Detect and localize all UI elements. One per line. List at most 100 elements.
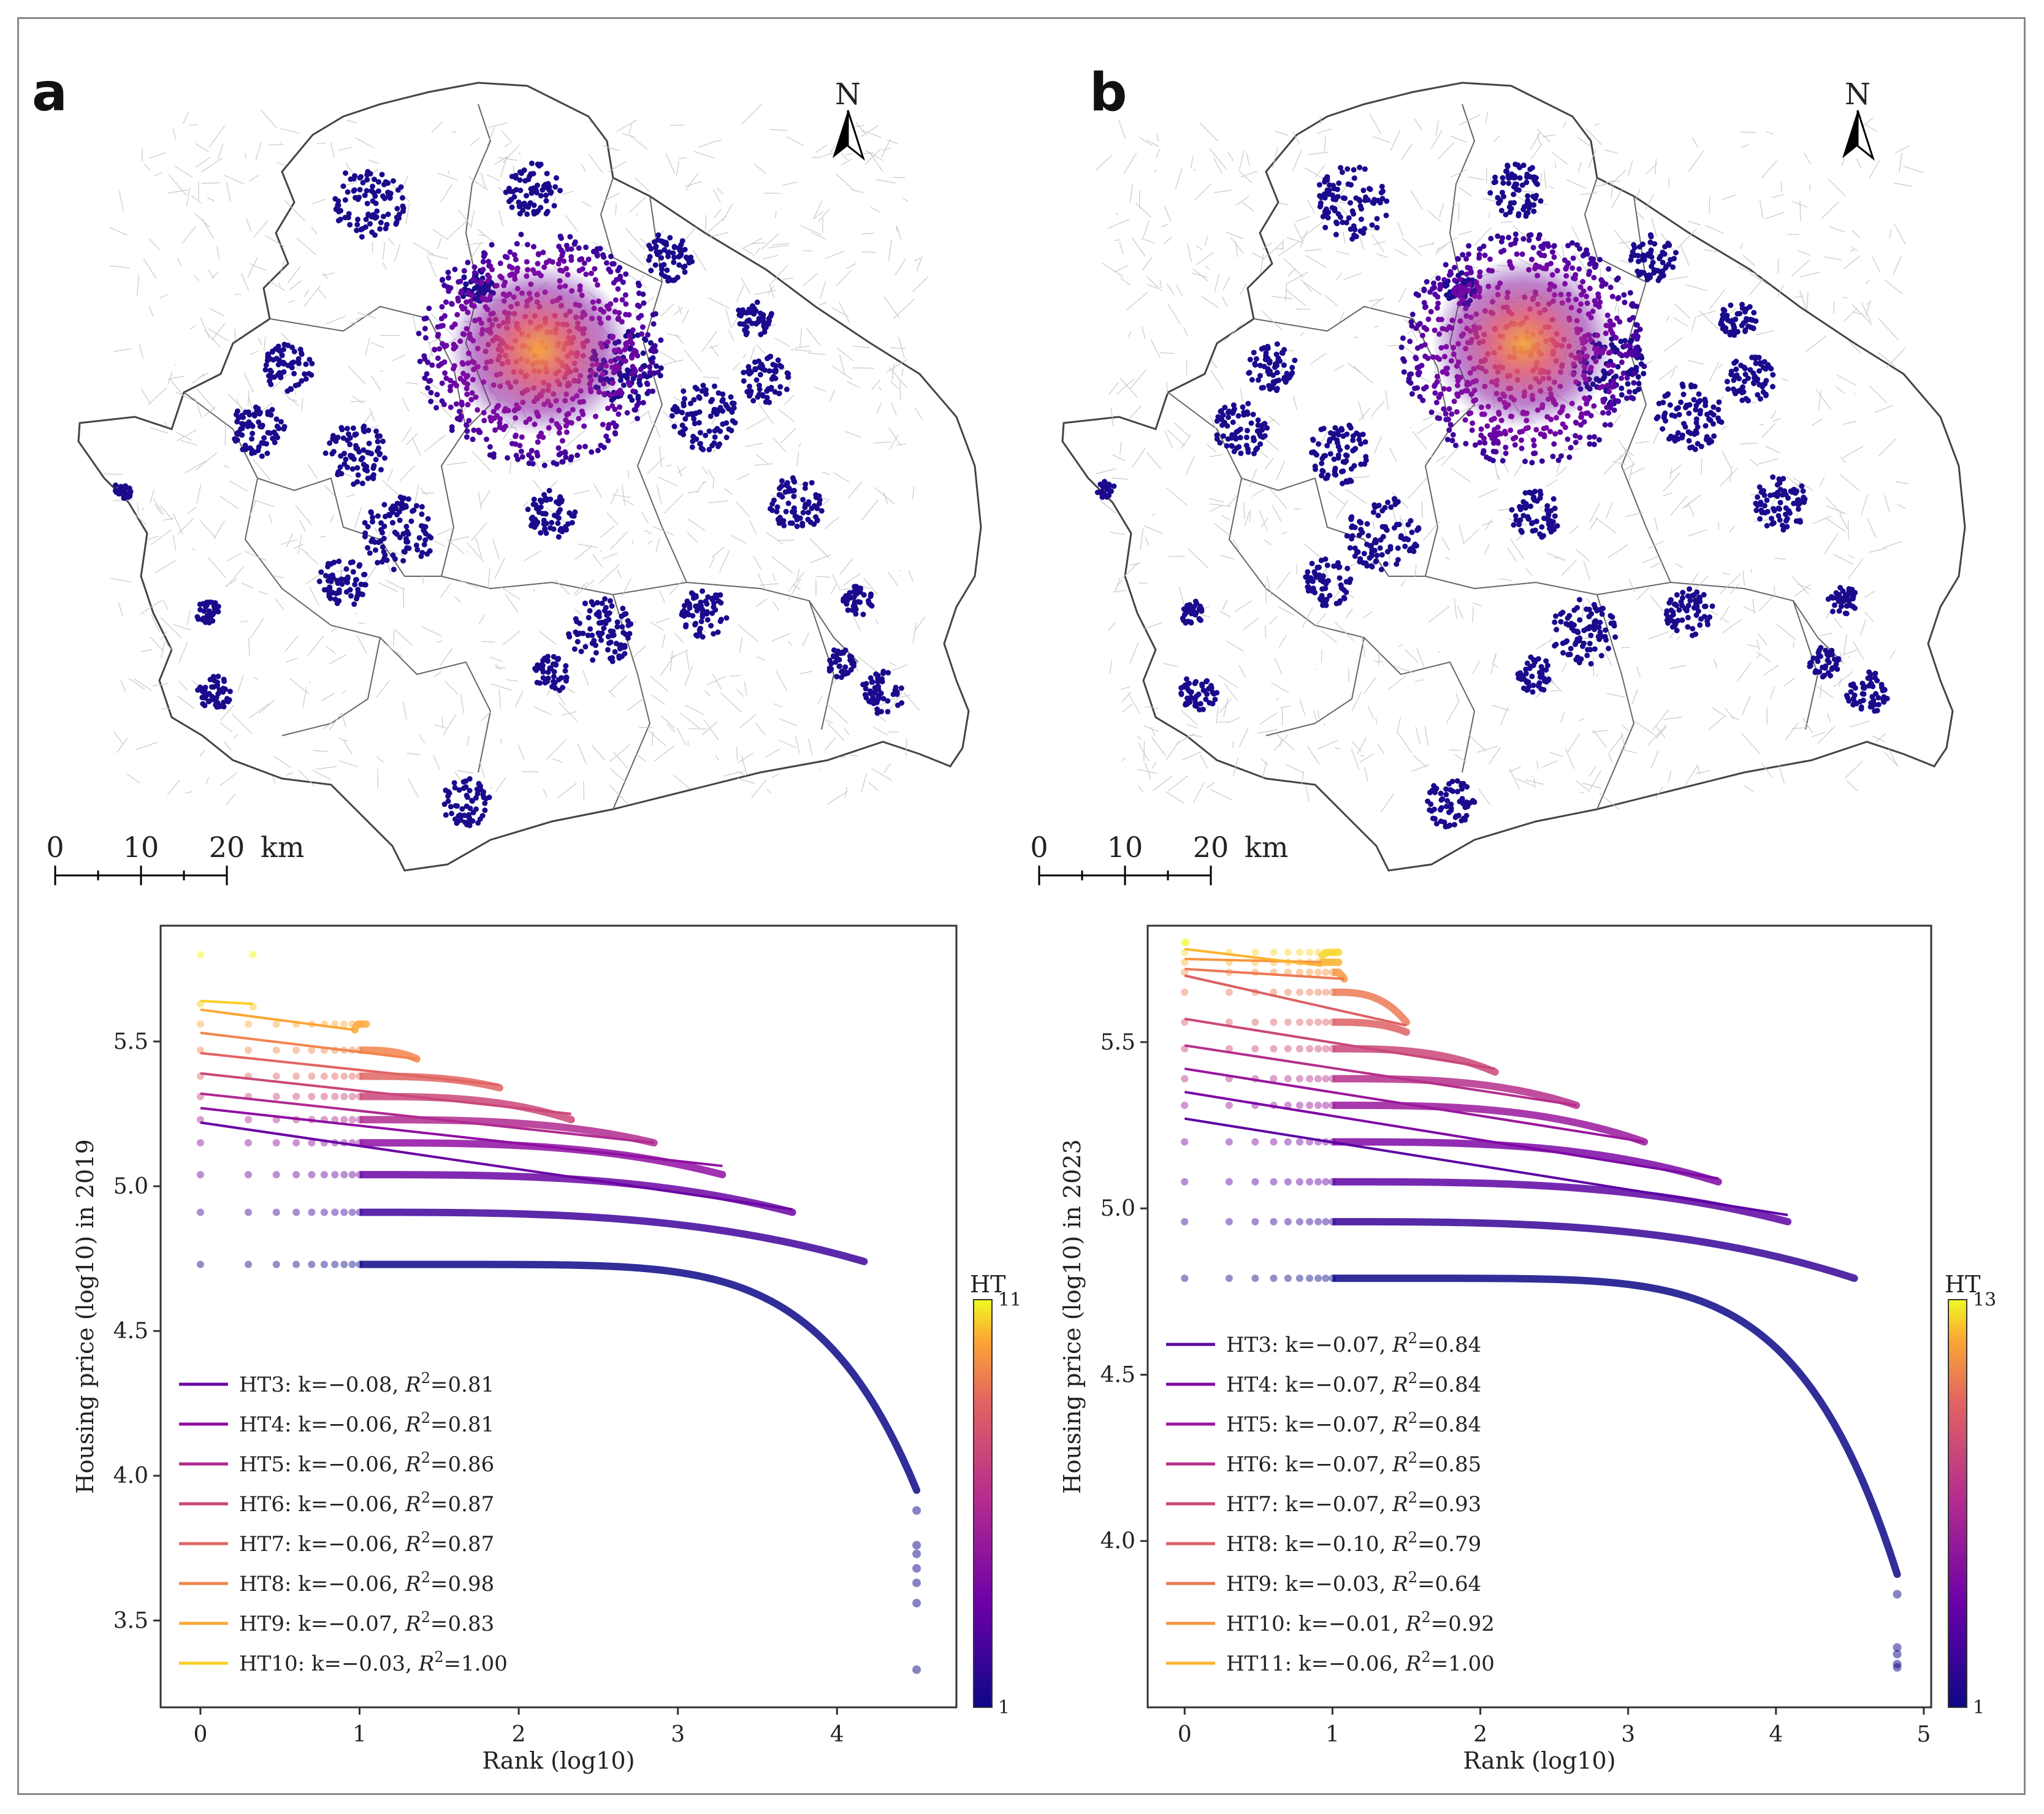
rank-point	[1284, 1138, 1292, 1146]
legend-entry: HT3: k=−0.07, R2=0.84	[1226, 1330, 1481, 1357]
tail-point	[912, 1665, 921, 1674]
rank-point	[331, 1092, 339, 1100]
rank-point	[272, 1260, 280, 1268]
rank-point	[1251, 1045, 1259, 1053]
rank-point	[1314, 1018, 1322, 1026]
rank-point	[292, 1092, 300, 1100]
rank-point	[1181, 1178, 1189, 1186]
rank-point	[1181, 988, 1189, 996]
north-arrow: N	[833, 77, 865, 161]
rank-point	[331, 1171, 339, 1179]
rank-point	[1284, 1218, 1292, 1225]
rank-point	[308, 1260, 316, 1268]
y-axis-label: Housing price (log10) in 2023	[1059, 1139, 1086, 1493]
plot-area	[159, 924, 958, 1709]
tail-point	[912, 1599, 921, 1607]
rank-point	[331, 1072, 339, 1080]
north-label: N	[835, 77, 861, 112]
x-tick-label: 1	[353, 1722, 367, 1747]
y-tick-label: 3.5	[113, 1608, 148, 1633]
rank-series-ht10	[1332, 968, 1348, 983]
rank-point	[1306, 1101, 1314, 1109]
axes: 0 1 2 3 4 5 4.0 4.5 5.0 5.5 Rank (log10) Housing pr…	[1059, 1030, 1931, 1774]
rank-point	[320, 1260, 328, 1268]
rank-point	[1314, 1045, 1322, 1053]
tail-point	[1893, 1643, 1902, 1652]
x-tick-label: 0	[1178, 1722, 1192, 1747]
tail-point	[1893, 1663, 1902, 1672]
scale-bar: 0 10 20 km	[1030, 831, 1289, 885]
rank-point	[1306, 948, 1314, 956]
tail-point	[912, 1506, 921, 1515]
fit-line-ht8	[200, 1031, 418, 1061]
rank-series-ht7	[1332, 1045, 1499, 1076]
rank-size-chart-2023: 0 1 2 3 4 5 4.0 4.5 5.0 5.5 Rank (log10) Housing pr…	[1059, 924, 1996, 1774]
rank-point	[308, 1139, 316, 1147]
rank-point	[245, 1208, 253, 1216]
plot-area	[1146, 924, 1932, 1709]
rank-series-ht2	[359, 1208, 868, 1265]
legend-entry: HT4: k=−0.07, R2=0.84	[1226, 1370, 1481, 1397]
rank-point	[1251, 1218, 1259, 1225]
rank-series-ht3	[1332, 1178, 1792, 1225]
rank-point	[1251, 1178, 1259, 1186]
y-axis-label: Housing price (log10) in 2019	[72, 1139, 99, 1493]
legend-entry: HT9: k=−0.03, R2=0.64	[1226, 1569, 1481, 1596]
rank-point	[292, 1260, 300, 1268]
rank-point	[1251, 1275, 1259, 1282]
rank-point	[1314, 988, 1322, 996]
rank-point	[320, 1208, 328, 1216]
rank-point	[245, 1046, 253, 1054]
colorbar-min: 1	[1973, 1697, 1985, 1718]
legend-entry: HT5: k=−0.07, R2=0.84	[1226, 1409, 1481, 1437]
rank-point	[1284, 1178, 1292, 1186]
rank-point	[1314, 1178, 1322, 1186]
colorbar-label: HT	[970, 1271, 1005, 1298]
x-axis-label: Rank (log10)	[482, 1747, 635, 1774]
fit-line-ht9	[200, 1008, 355, 1031]
rank-series-ht5	[359, 1116, 658, 1147]
fit-lines	[1184, 947, 1788, 1216]
rank-point	[1225, 988, 1233, 996]
rank-point	[1306, 1275, 1314, 1282]
fit-line-ht9	[1184, 967, 1344, 980]
rank-point	[1284, 1275, 1292, 1282]
rank-point	[1295, 1075, 1303, 1083]
rank-point	[1270, 948, 1278, 956]
rank-point	[272, 1072, 280, 1080]
rank-point	[331, 1260, 339, 1268]
fit-line-ht6	[1184, 1044, 1577, 1107]
scale-tick-label: 0	[1030, 831, 1048, 864]
rank-point	[340, 1072, 348, 1080]
rank-point	[245, 1171, 253, 1179]
legend-entry: HT6: k=−0.07, R2=0.85	[1226, 1449, 1481, 1477]
rank-size-chart-2019: 0 1 2 3 4 3.5 4.0 4.5 5.0 5.5 Rank (log10) Housing …	[72, 924, 1021, 1774]
x-tick-label: 5	[1916, 1722, 1931, 1747]
rank-point	[196, 1171, 204, 1179]
y-tick-label: 4.0	[1100, 1529, 1135, 1554]
rank-point	[1306, 1218, 1314, 1225]
rank-series-ht5	[1332, 1101, 1649, 1146]
colorbar-gradient	[1948, 1299, 1967, 1708]
rank-point	[348, 1260, 356, 1268]
legend-entry: HT9: k=−0.07, R2=0.83	[239, 1609, 494, 1636]
north-label: N	[1845, 77, 1870, 112]
rank-point	[1225, 1018, 1233, 1026]
legend-entry: HT7: k=−0.06, R2=0.87	[239, 1529, 494, 1557]
rank-point	[1251, 948, 1259, 956]
rank-point	[1181, 1218, 1189, 1225]
legend-entry: HT4: k=−0.06, R2=0.81	[239, 1409, 494, 1437]
rank-series-ht9	[1332, 988, 1410, 1026]
map-panel-a: a N 0 10 20 km	[32, 62, 982, 885]
colorbar-max: 13	[1973, 1289, 1996, 1311]
legend-entry: HT3: k=−0.08, R2=0.81	[239, 1370, 494, 1397]
rank-point	[1181, 1275, 1189, 1282]
north-arrow-icon	[1842, 110, 1858, 158]
rank-point	[308, 1171, 316, 1179]
fit-line-ht4	[1184, 1091, 1719, 1180]
rank-point	[1322, 968, 1330, 976]
y-tick-label: 5.5	[1100, 1030, 1135, 1055]
fit-line-ht6	[200, 1072, 571, 1115]
rank-point	[1270, 1178, 1278, 1186]
legend-entry: HT6: k=−0.06, R2=0.87	[239, 1489, 494, 1517]
